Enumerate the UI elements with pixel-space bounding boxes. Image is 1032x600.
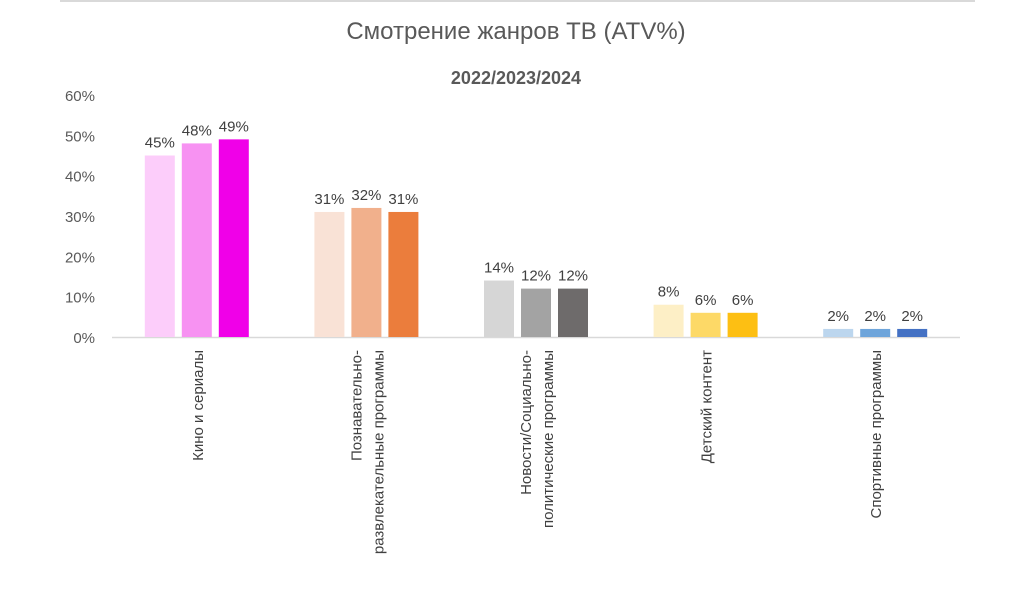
bar-value-label: 6% <box>695 292 717 309</box>
bar-value-label: 14% <box>484 260 514 277</box>
bar-value-label: 2% <box>864 308 886 325</box>
bar-value-label: 45% <box>145 135 175 152</box>
bar-value-label: 2% <box>827 308 849 325</box>
bar <box>558 288 588 337</box>
bar-value-label: 12% <box>558 268 588 285</box>
x-category-label: Детский контент <box>699 350 716 463</box>
bar-value-label: 31% <box>388 191 418 208</box>
bar <box>897 328 928 337</box>
x-category-label: политические программы <box>540 350 557 528</box>
bar <box>218 139 249 337</box>
x-category-label: Кино и сериалы <box>190 350 207 461</box>
bar <box>144 155 175 337</box>
bar <box>653 304 684 337</box>
x-category-label: развлекательные программы <box>370 350 387 554</box>
bar-value-label: 2% <box>901 308 923 325</box>
x-category-label: Познавательно- <box>348 350 365 461</box>
bar <box>314 211 345 337</box>
y-tick-label: 40% <box>65 169 95 186</box>
bar <box>181 143 212 337</box>
bar <box>521 288 551 337</box>
bar-value-label: 6% <box>732 292 754 309</box>
bar <box>860 328 891 337</box>
chart-subtitle: 2022/2023/2024 <box>450 68 582 88</box>
y-tick-label: 0% <box>73 330 95 347</box>
x-category-label: Спортивные программы <box>868 350 885 518</box>
bar-value-label: 8% <box>658 284 680 301</box>
bar <box>823 328 854 337</box>
bar-value-label: 32% <box>351 187 381 204</box>
bar-value-label: 48% <box>182 122 212 139</box>
y-tick-label: 20% <box>65 249 95 266</box>
y-tick-label: 30% <box>65 209 95 226</box>
bar <box>388 211 419 337</box>
y-tick-label: 60% <box>65 88 95 105</box>
bar <box>484 280 514 337</box>
x-category-label: Новости/Социально- <box>518 350 535 495</box>
bar-value-label: 31% <box>314 191 344 208</box>
bar-value-label: 12% <box>521 268 551 285</box>
bar <box>690 312 721 337</box>
y-tick-label: 10% <box>65 290 95 307</box>
chart-title: Смотрение жанров ТВ (ATV%) <box>346 18 686 45</box>
bar <box>351 207 382 337</box>
y-tick-label: 50% <box>65 128 95 145</box>
bar <box>727 312 758 337</box>
top-divider <box>60 0 975 2</box>
bar-value-label: 49% <box>219 118 249 135</box>
